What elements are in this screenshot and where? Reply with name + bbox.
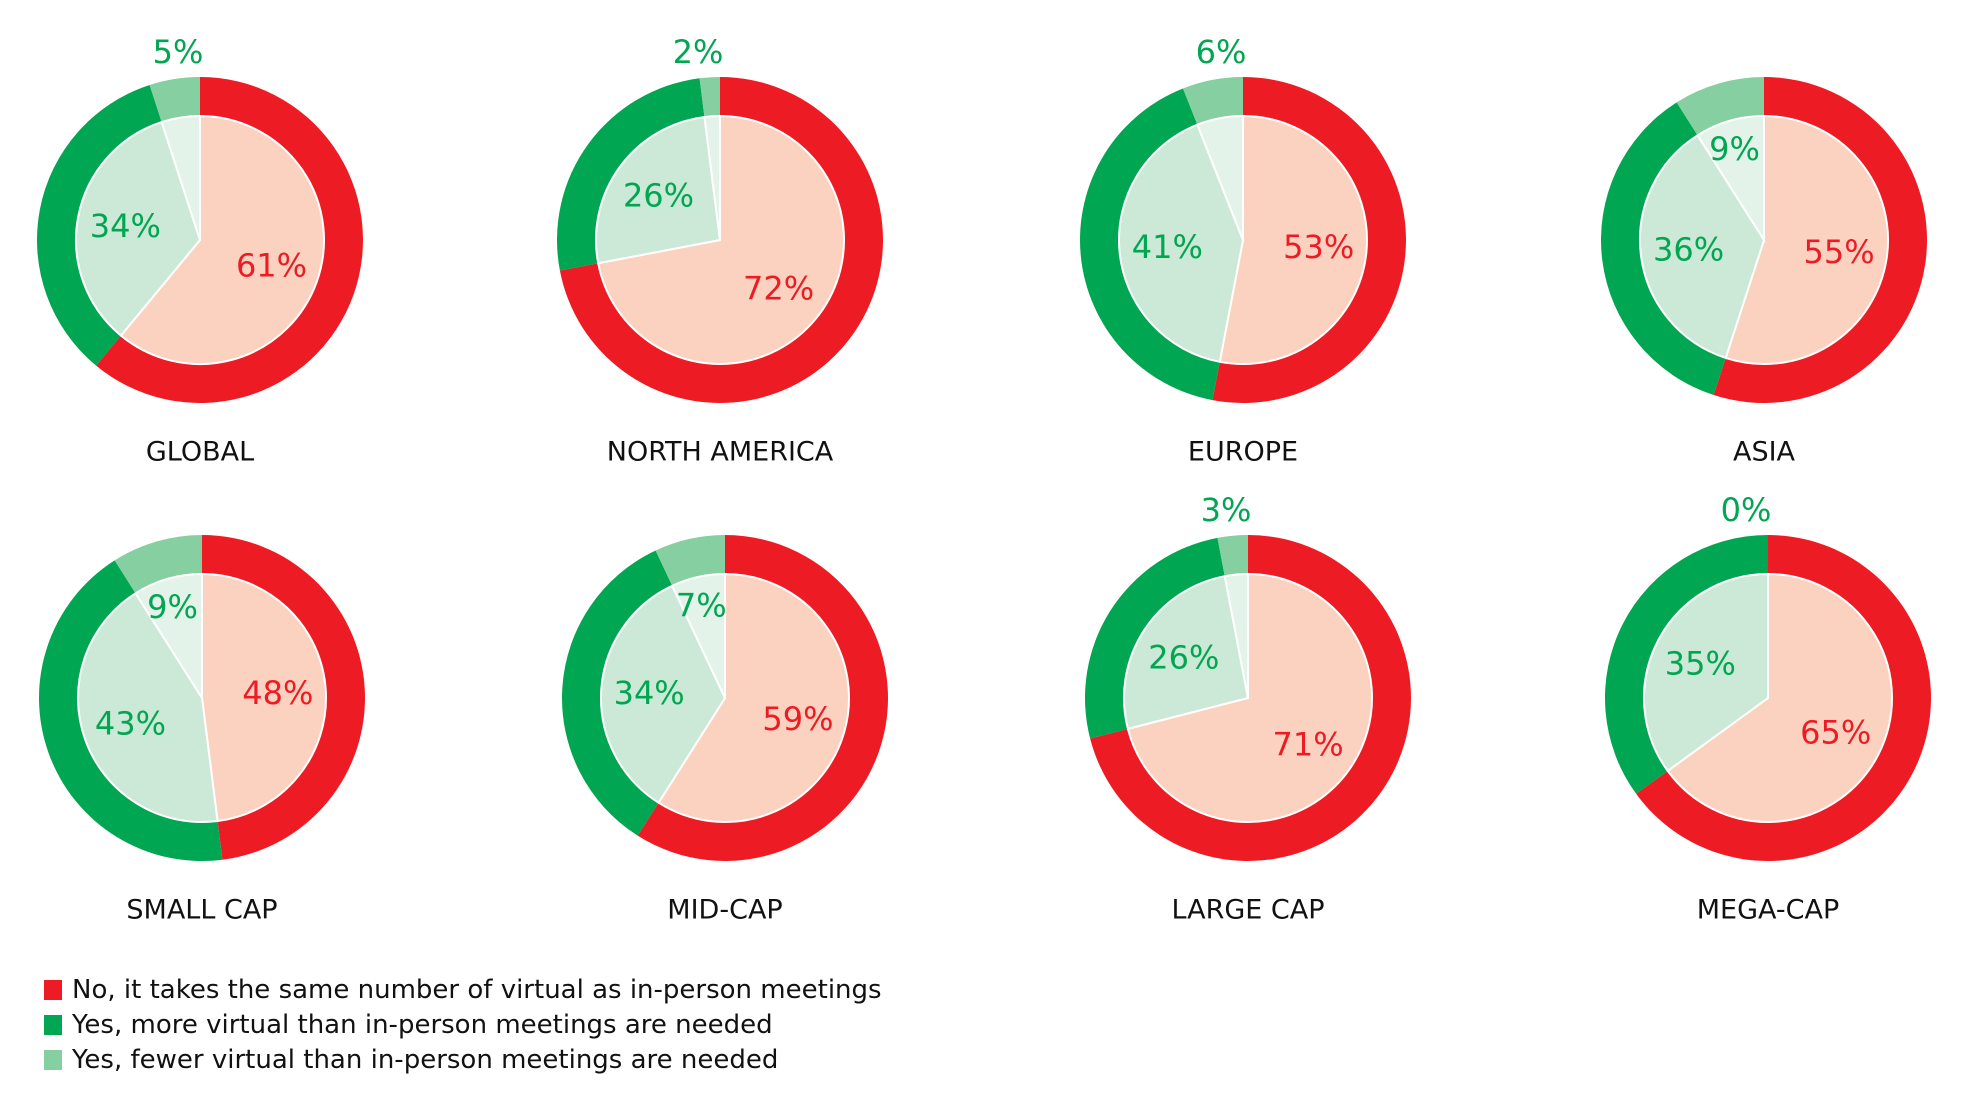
outer-ring-slice-more xyxy=(561,550,673,836)
outer-ring-slice-no xyxy=(1212,77,1406,403)
donut-chart-global: 61% 34% 5% GLOBAL xyxy=(36,33,364,468)
pie-slice-no xyxy=(1666,572,1893,823)
pie-slice-no xyxy=(201,572,327,823)
legend-item-no: No, it takes the same number of virtual … xyxy=(44,972,882,1007)
value-label-more: 35% xyxy=(1665,644,1736,682)
value-label-fewer: 6% xyxy=(1196,33,1247,71)
pie-slice-no xyxy=(657,572,850,823)
pie-slice-fewer xyxy=(703,114,721,241)
pie-slice-fewer xyxy=(670,572,726,699)
outer-ring-slice-fewer xyxy=(655,535,725,586)
value-label-no: 61% xyxy=(236,247,307,285)
pie-slice-more xyxy=(75,120,202,337)
outer-ring-slice-more xyxy=(1080,88,1220,401)
value-label-no: 65% xyxy=(1800,714,1871,752)
value-label-more: 36% xyxy=(1653,231,1724,269)
value-label-no: 72% xyxy=(743,269,814,307)
pie-slice-more xyxy=(1118,123,1245,363)
value-label-more: 43% xyxy=(95,705,166,743)
pie-slice-no xyxy=(1724,114,1889,365)
value-label-fewer: 5% xyxy=(153,33,204,71)
value-label-fewer: 7% xyxy=(676,586,727,624)
outer-ring-slice-no xyxy=(96,77,364,403)
legend-swatch-more xyxy=(44,1014,62,1035)
value-label-no: 59% xyxy=(762,700,833,738)
donut-chart-large-cap: 71% 26% 3% LARGE CAP xyxy=(1085,491,1412,926)
donut-charts-grid: 61% 34% 5% GLOBAL 72% 26% 2% NORTH AMERICA 53% 41… xyxy=(36,33,1931,926)
pie-slice-more xyxy=(1123,575,1250,731)
pie-slice-more xyxy=(1643,572,1769,773)
value-label-no: 71% xyxy=(1272,726,1343,764)
legend-item-fewer: Yes, fewer virtual than in-person meetin… xyxy=(44,1042,882,1077)
pie-slice-fewer xyxy=(1223,572,1249,699)
pie-slice-fewer xyxy=(160,114,201,241)
value-label-more: 41% xyxy=(1132,228,1203,266)
value-label-no: 55% xyxy=(1804,233,1875,271)
pie-slice-no xyxy=(119,114,325,365)
pie-slice-more xyxy=(595,115,722,265)
value-label-more: 26% xyxy=(623,176,694,214)
segment-label: EUROPE xyxy=(1188,437,1298,468)
pie-slice-fewer xyxy=(1696,114,1765,244)
donut-chart-europe: 53% 41% 6% EUROPE xyxy=(1080,33,1406,468)
donut-chart-asia: 55% 36% 9% ASIA xyxy=(1601,77,1927,468)
legend-swatch-no xyxy=(44,979,62,1000)
outer-ring-slice-fewer xyxy=(1676,77,1764,136)
donut-chart-north-america: 72% 26% 2% NORTH AMERICA xyxy=(557,33,884,468)
pie-slice-more xyxy=(600,584,727,805)
segment-label: GLOBAL xyxy=(146,437,254,468)
value-label-fewer: 9% xyxy=(1709,130,1760,168)
outer-ring-slice-more xyxy=(1601,102,1726,396)
legend-swatch-fewer xyxy=(44,1049,62,1070)
donut-chart-small-cap: 48% 43% 9% SMALL CAP xyxy=(38,535,366,926)
outer-ring-slice-fewer xyxy=(699,77,720,117)
value-label-no: 48% xyxy=(242,674,313,712)
outer-ring-slice-fewer xyxy=(1182,77,1243,125)
outer-ring-slice-no xyxy=(1713,77,1927,403)
pie-slice-fewer xyxy=(134,572,203,702)
value-label-fewer: 2% xyxy=(673,33,724,71)
outer-ring-slice-fewer xyxy=(1217,535,1248,577)
outer-ring-slice-no xyxy=(637,535,888,861)
value-label-no: 53% xyxy=(1283,228,1354,266)
pie-slice-more xyxy=(77,591,219,823)
pie-slice-no xyxy=(1218,114,1368,365)
segment-label: LARGE CAP xyxy=(1171,895,1324,926)
segment-label: ASIA xyxy=(1733,437,1796,468)
legend-item-more: Yes, more virtual than in-person meeting… xyxy=(44,1007,882,1042)
donut-chart-mid-cap: 59% 34% 7% MID-CAP xyxy=(561,535,888,926)
legend: No, it takes the same number of virtual … xyxy=(44,972,882,1077)
value-label-fewer: 9% xyxy=(147,588,198,626)
pie-slice-fewer xyxy=(1196,114,1244,241)
outer-ring-slice-no xyxy=(202,535,366,860)
segment-label: SMALL CAP xyxy=(126,895,277,926)
legend-label: Yes, more virtual than in-person meeting… xyxy=(72,1009,773,1040)
pie-slice-no xyxy=(1126,572,1373,823)
donut-chart-mega-cap: 65% 35% 0% MEGA-CAP xyxy=(1605,491,1931,926)
legend-label: No, it takes the same number of virtual … xyxy=(72,974,882,1005)
segment-label: MEGA-CAP xyxy=(1697,895,1840,926)
outer-ring-slice-more xyxy=(557,78,705,271)
outer-ring-slice-fewer xyxy=(114,535,202,594)
outer-ring-slice-more xyxy=(1605,535,1768,794)
segment-label: MID-CAP xyxy=(667,895,782,926)
pie-slice-more xyxy=(1639,133,1766,360)
legend-label: Yes, fewer virtual than in-person meetin… xyxy=(72,1044,779,1075)
outer-ring-slice-more xyxy=(38,560,223,861)
pie-slice-no xyxy=(597,114,845,365)
value-label-more: 34% xyxy=(614,674,685,712)
value-label-more: 26% xyxy=(1148,638,1219,676)
value-label-more: 34% xyxy=(90,207,161,245)
value-label-fewer: 0% xyxy=(1721,491,1772,529)
value-label-fewer: 3% xyxy=(1201,491,1252,529)
outer-ring-slice-fewer xyxy=(149,77,200,123)
segment-label: NORTH AMERICA xyxy=(607,437,834,468)
outer-ring-slice-more xyxy=(36,84,162,366)
